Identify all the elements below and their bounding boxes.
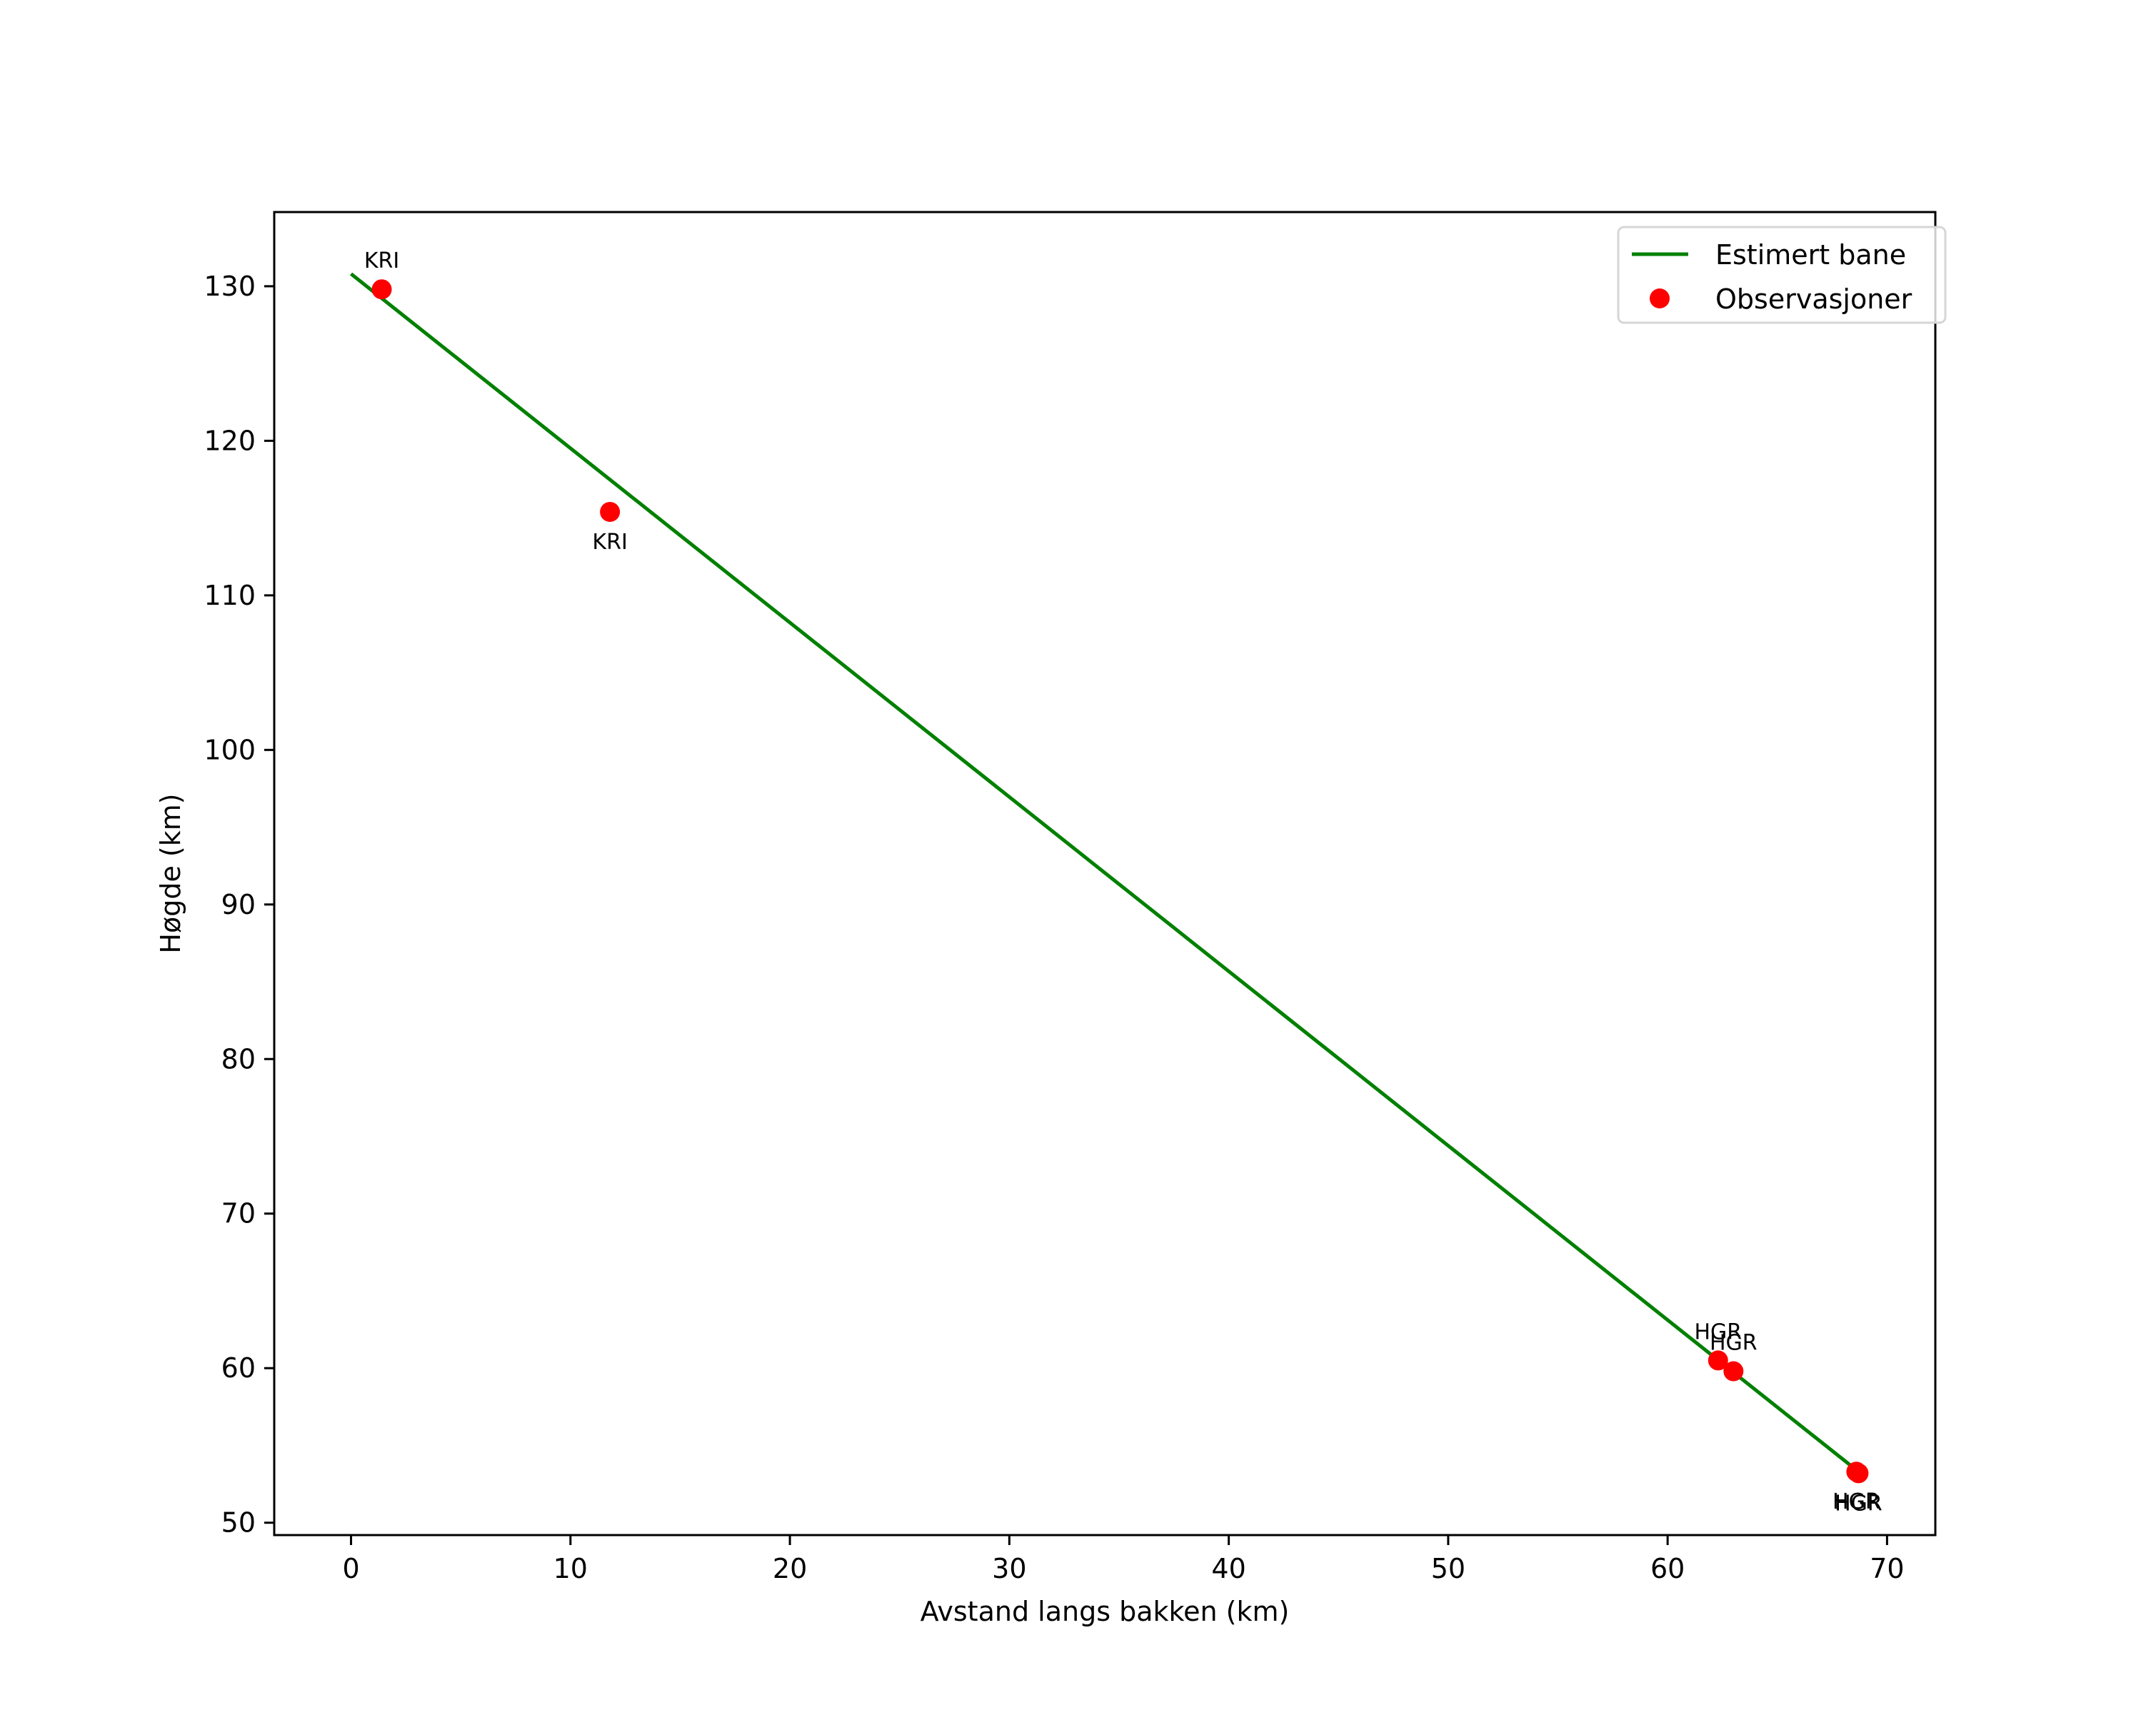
x-axis-label: Avstand langs bakken (km)	[921, 1596, 1290, 1627]
y-tick-label: 110	[204, 580, 256, 611]
x-tick-label: 40	[1211, 1553, 1245, 1584]
y-axis: 50 60 70 80 90 100 110 120 130	[204, 271, 274, 1539]
observation-label: HGR	[1710, 1331, 1758, 1356]
y-tick-label: 120	[204, 425, 256, 456]
legend-label-estimert-bane: Estimert bane	[1715, 239, 1906, 271]
observation-point	[600, 501, 621, 522]
x-tick-label: 70	[1870, 1553, 1904, 1584]
y-axis-label: Høgde (km)	[155, 793, 186, 953]
y-tick-label: 90	[221, 889, 256, 920]
axes-frame	[273, 211, 1937, 1537]
observation-label: HGR	[1832, 1489, 1880, 1514]
y-tick-label: 50	[221, 1507, 256, 1539]
observation-point	[1723, 1361, 1744, 1382]
legend-dot-icon	[1650, 288, 1670, 308]
y-tick-label: 100	[204, 734, 256, 765]
x-tick-label: 20	[773, 1553, 807, 1584]
observation-label: HGR	[1694, 1319, 1742, 1344]
observation-point	[1708, 1350, 1728, 1371]
observation-label: HGR	[1835, 1491, 1882, 1516]
legend-box	[1617, 226, 1947, 324]
y-tick-label: 80	[221, 1043, 256, 1075]
y-tick-label: 130	[204, 271, 256, 302]
observation-label: KRI	[592, 530, 627, 555]
y-tick-label: 70	[221, 1198, 256, 1229]
legend: Estimert bane Observasjoner	[1617, 226, 1947, 324]
observation-point	[371, 279, 392, 300]
x-tick-label: 10	[553, 1553, 588, 1584]
x-tick-label: 50	[1431, 1553, 1465, 1584]
y-tick-label: 60	[221, 1352, 256, 1384]
x-axis: 0 10 20 30 40 50 60 70	[342, 1535, 1905, 1584]
observation-label: KRI	[364, 248, 399, 273]
x-tick-label: 60	[1650, 1553, 1685, 1584]
x-tick-label: 0	[342, 1553, 359, 1584]
x-tick-label: 30	[992, 1553, 1026, 1584]
legend-label-observasjoner: Observasjoner	[1715, 283, 1912, 315]
trajectory-line	[349, 272, 1860, 1474]
observation-point	[1848, 1463, 1869, 1484]
